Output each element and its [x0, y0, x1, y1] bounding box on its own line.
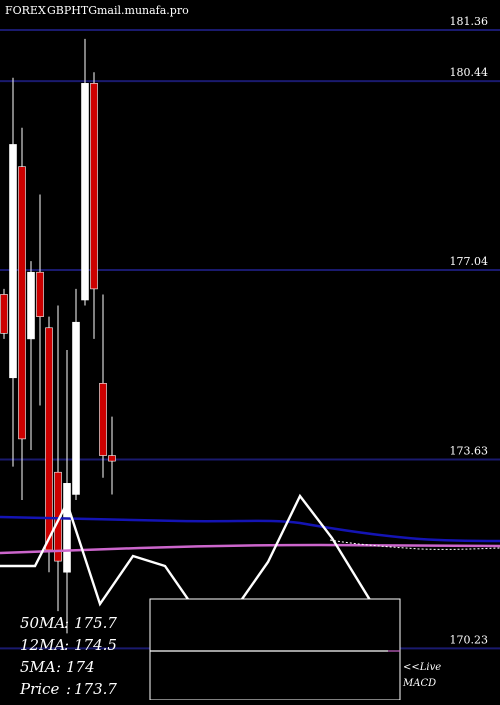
candle-body	[63, 483, 71, 573]
candle-body	[27, 271, 35, 340]
price-level-label: 173.63	[450, 444, 489, 457]
price-label: Price	[19, 680, 59, 698]
ma-pink-line	[0, 543, 500, 555]
price-level-label: 177.04	[450, 255, 489, 268]
candle-body	[54, 471, 62, 562]
price-level-label: 181.36	[450, 15, 489, 28]
ma-blue-line	[0, 515, 500, 543]
ma12-label: 12MA	[20, 636, 65, 654]
price-colon: :	[66, 680, 71, 698]
ma5-label: 5MA	[20, 658, 56, 676]
signal-dotted-line	[329, 539, 500, 550]
ma5-colon: :	[56, 658, 61, 676]
header-market: FOREX	[5, 4, 46, 17]
moving-average-stats: 50MA : 175.7 12MA : 174.5 5MA : 174 Pric…	[19, 614, 117, 698]
price-value: 173.7	[74, 680, 117, 698]
macd-panel	[149, 598, 401, 701]
indicator-lines	[0, 493, 500, 607]
price-level-label: 180.44	[450, 66, 489, 79]
macd-note-live: <<Live	[403, 662, 441, 673]
ma50-colon: :	[64, 614, 69, 632]
candle-body	[108, 455, 116, 462]
candle-body	[18, 166, 26, 440]
header-symbol: GBPHTG	[47, 4, 97, 17]
candle-body	[36, 271, 44, 317]
candle-body	[81, 83, 89, 301]
candlestick-series	[0, 38, 116, 634]
candle-body	[9, 144, 17, 379]
macd-note-label: MACD	[402, 678, 436, 689]
header-site: mail.munafa.pro	[97, 4, 189, 17]
candle-body	[72, 321, 80, 495]
candle-body	[90, 83, 98, 290]
price-level-label: 170.23	[450, 633, 489, 646]
ma50-label: 50MA	[20, 614, 65, 632]
ma5-value: 174	[66, 658, 95, 676]
ma12-colon: :	[64, 636, 69, 654]
candle-body	[45, 327, 53, 551]
candle-body	[99, 383, 107, 456]
ma12-value: 174.5	[74, 636, 117, 654]
candle-body	[0, 294, 8, 334]
ma50-value: 175.7	[74, 614, 117, 632]
